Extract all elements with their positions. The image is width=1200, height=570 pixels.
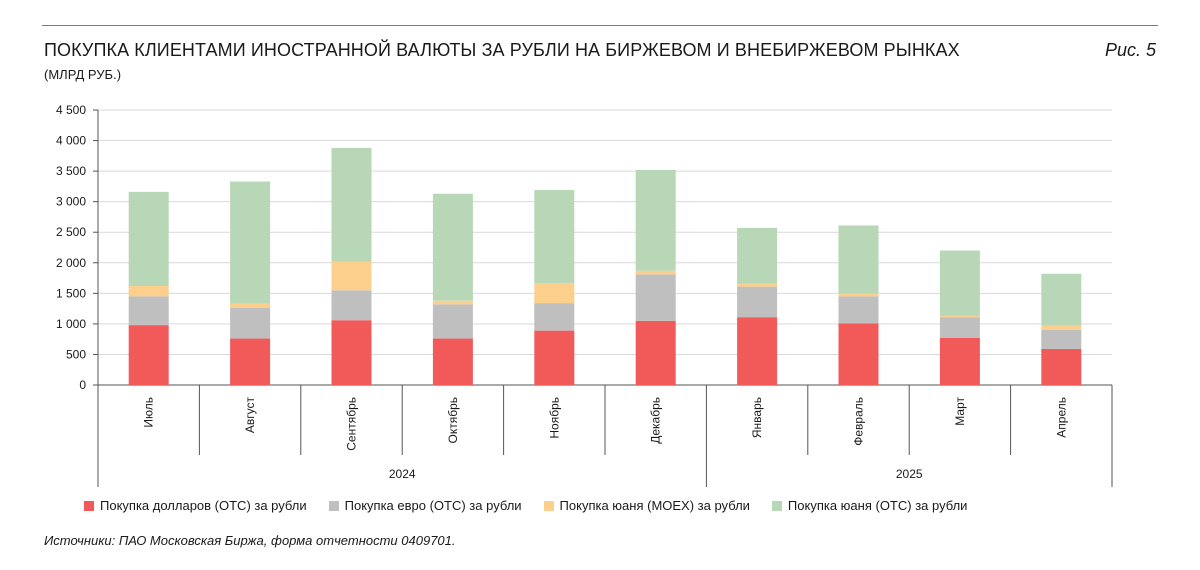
bar-segment-cny-moex <box>331 261 372 291</box>
bar-segment-usd <box>230 338 271 385</box>
bar-segment-cny-moex <box>128 286 169 297</box>
source-note: Источники: ПАО Московская Биржа, форма о… <box>44 533 456 548</box>
bar-segment-cny-otc <box>331 147 372 262</box>
header-accent-line <box>42 25 1158 26</box>
bar-segment-cny-moex <box>838 293 879 297</box>
x-tick-label: Январь <box>750 397 764 438</box>
chart-legend: Покупка долларов (ОТС) за рубли Покупка … <box>84 498 989 513</box>
bar-segment-cny-moex <box>939 315 980 318</box>
y-tick-label: 500 <box>66 347 86 361</box>
bar-segment-cny-otc <box>939 250 980 316</box>
legend-item-cny-moex: Покупка юаня (MOEX) за рубли <box>543 498 750 513</box>
legend-item-eur: Покупка евро (ОТС) за рубли <box>328 498 522 513</box>
bar-segment-cny-otc <box>128 191 169 286</box>
x-tick-label: Сентябрь <box>345 397 359 451</box>
bar-segment-cny-moex <box>432 300 473 305</box>
bar-segment-usd <box>838 323 879 385</box>
bar-segment-usd <box>128 325 169 385</box>
y-tick-label: 4 000 <box>56 134 86 148</box>
bar-segment-eur <box>939 317 980 338</box>
bar-segment-cny-otc <box>1041 273 1082 326</box>
y-tick-label: 2 500 <box>56 225 86 239</box>
legend-label-cny-otc: Покупка юаня (ОТС) за рубли <box>787 498 968 513</box>
x-group-label: 2025 <box>896 467 923 481</box>
x-tick-label: Октябрь <box>446 397 460 444</box>
y-tick-label: 4 500 <box>56 103 86 117</box>
bar-segment-eur <box>534 303 575 331</box>
bar-segment-cny-otc <box>230 181 271 304</box>
bar-segment-usd <box>331 320 372 385</box>
bar-segment-usd <box>737 317 778 385</box>
x-tick-label: Февраль <box>852 397 866 446</box>
bar-segment-usd <box>635 320 676 385</box>
y-tick-label: 2 000 <box>56 256 86 270</box>
bar-segment-cny-otc <box>635 169 676 271</box>
bar-segment-usd <box>534 330 575 385</box>
y-tick-label: 1 000 <box>56 317 86 331</box>
bar-segment-cny-moex <box>534 282 575 304</box>
y-tick-label: 3 000 <box>56 195 86 209</box>
x-group-label: 2024 <box>389 467 416 481</box>
legend-item-usd: Покупка долларов (ОТС) за рубли <box>84 498 307 513</box>
chart-title: ПОКУПКА КЛИЕНТАМИ ИНОСТРАННОЙ ВАЛЮТЫ ЗА … <box>44 40 960 60</box>
bar-segment-usd <box>432 338 473 385</box>
bar-segment-eur <box>635 274 676 321</box>
legend-swatch-usd <box>84 500 94 511</box>
x-tick-label: Декабрь <box>649 397 663 444</box>
bar-segment-cny-otc <box>737 227 778 284</box>
bar-segment-eur <box>432 304 473 339</box>
bar-segment-eur <box>331 290 372 321</box>
x-tick-label: Июль <box>142 397 156 428</box>
bar-segment-cny-moex <box>1041 325 1082 330</box>
bar-segment-cny-moex <box>230 303 271 308</box>
legend-label-cny-moex: Покупка юаня (MOEX) за рубли <box>559 498 750 513</box>
bar-segment-cny-moex <box>737 283 778 287</box>
bar-segment-cny-moex <box>635 270 676 275</box>
y-tick-label: 1 500 <box>56 286 86 300</box>
legend-label-eur: Покупка евро (ОТС) за рубли <box>344 498 522 513</box>
bar-segment-eur <box>230 308 271 339</box>
x-tick-label: Апрель <box>1054 397 1068 438</box>
bar-segment-eur <box>838 296 879 324</box>
legend-label-usd: Покупка долларов (ОТС) за рубли <box>100 498 307 513</box>
legend-swatch-cny-otc <box>771 500 782 511</box>
bar-segment-cny-otc <box>838 225 879 294</box>
bar-segment-eur <box>737 286 778 318</box>
legend-swatch-cny-moex <box>543 500 554 511</box>
bar-segment-cny-otc <box>432 193 473 301</box>
legend-swatch-eur <box>328 500 339 511</box>
bar-segment-usd <box>1041 348 1082 385</box>
chart-subtitle: (МЛРД РУБ.) <box>44 67 122 82</box>
x-tick-label: Август <box>243 397 257 434</box>
y-tick-label: 3 500 <box>56 164 86 178</box>
bar-segment-usd <box>939 337 980 385</box>
x-tick-label: Ноябрь <box>547 397 561 439</box>
y-tick-label: 0 <box>79 378 86 392</box>
bar-segment-eur <box>1041 330 1082 349</box>
bar-segment-eur <box>128 296 169 326</box>
x-tick-label: Март <box>953 397 967 426</box>
figure-label: Рис. 5 <box>1104 40 1156 60</box>
bar-segment-cny-otc <box>534 190 575 283</box>
legend-item-cny-otc: Покупка юаня (ОТС) за рубли <box>771 498 968 513</box>
